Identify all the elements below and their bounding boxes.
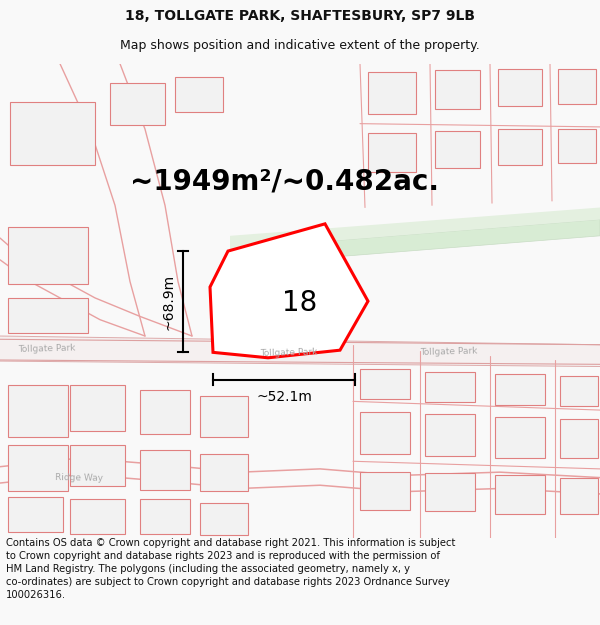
- Bar: [70, 499, 125, 534]
- Bar: [175, 77, 223, 112]
- Text: ~1949m²/~0.482ac.: ~1949m²/~0.482ac.: [130, 168, 439, 196]
- Bar: [368, 72, 416, 114]
- Bar: [70, 445, 125, 486]
- Bar: [435, 70, 480, 109]
- Text: Map shows position and indicative extent of the property.: Map shows position and indicative extent…: [120, 39, 480, 52]
- Bar: [495, 476, 545, 514]
- Bar: [498, 69, 542, 106]
- Bar: [425, 473, 475, 511]
- Text: Tollgate Park: Tollgate Park: [420, 346, 478, 356]
- Bar: [8, 298, 88, 332]
- Text: ~68.9m: ~68.9m: [162, 274, 176, 330]
- Bar: [140, 391, 190, 434]
- Text: Tollgate Park: Tollgate Park: [18, 344, 76, 354]
- Bar: [8, 385, 68, 438]
- Bar: [200, 454, 248, 491]
- Bar: [8, 227, 88, 284]
- Bar: [435, 131, 480, 168]
- Bar: [425, 372, 475, 402]
- Text: Contains OS data © Crown copyright and database right 2021. This information is : Contains OS data © Crown copyright and d…: [6, 538, 455, 600]
- Bar: [425, 414, 475, 456]
- Bar: [360, 369, 410, 399]
- Bar: [560, 376, 598, 406]
- Bar: [498, 129, 542, 165]
- Bar: [140, 499, 190, 534]
- Bar: [495, 374, 545, 404]
- Bar: [558, 129, 596, 163]
- Text: 18, TOLLGATE PARK, SHAFTESBURY, SP7 9LB: 18, TOLLGATE PARK, SHAFTESBURY, SP7 9LB: [125, 9, 475, 23]
- Text: Tollgate Park: Tollgate Park: [260, 347, 318, 358]
- Polygon shape: [210, 224, 368, 358]
- Text: ~52.1m: ~52.1m: [256, 391, 312, 404]
- Bar: [368, 134, 416, 172]
- Polygon shape: [0, 336, 600, 366]
- Bar: [8, 445, 68, 491]
- Bar: [360, 412, 410, 454]
- Bar: [558, 69, 596, 104]
- Bar: [140, 451, 190, 489]
- Bar: [200, 503, 248, 536]
- Text: 18: 18: [283, 289, 317, 318]
- Bar: [560, 419, 598, 458]
- Bar: [495, 417, 545, 458]
- Text: Ridge Way: Ridge Way: [55, 472, 103, 482]
- Bar: [200, 396, 248, 437]
- Bar: [360, 472, 410, 510]
- Bar: [70, 385, 125, 431]
- Bar: [10, 102, 95, 165]
- Polygon shape: [230, 208, 600, 249]
- Bar: [8, 498, 63, 532]
- Bar: [560, 478, 598, 514]
- Bar: [110, 83, 165, 125]
- Polygon shape: [230, 219, 600, 265]
